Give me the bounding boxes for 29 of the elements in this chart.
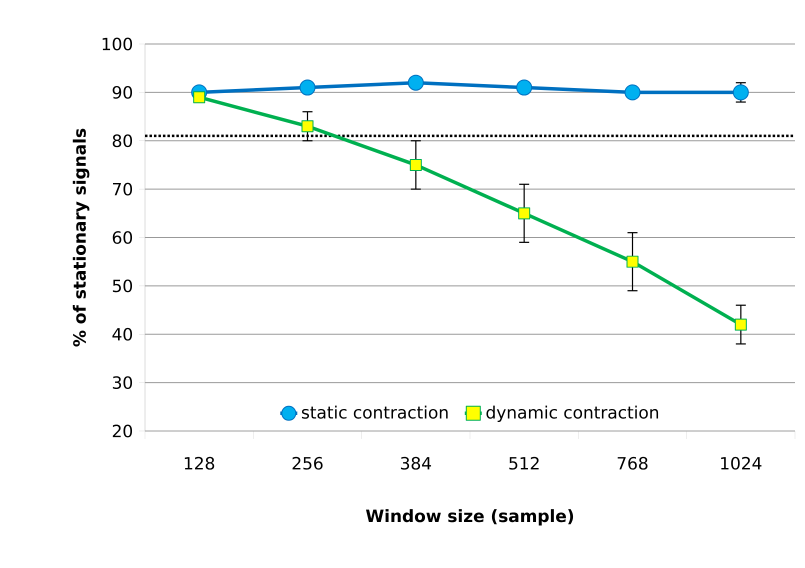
point (516, 80, 532, 96)
x-tick-label: 128 (184, 456, 214, 470)
point (408, 74, 424, 91)
point (624, 84, 641, 100)
y-tick-label: 20 (112, 424, 132, 438)
y-tick-label: 30 (112, 376, 132, 390)
x-tick-label: 768 (618, 456, 648, 470)
point (300, 80, 316, 96)
y-tick-label: 40 (112, 328, 132, 341)
y-tick-label: 100 (102, 38, 132, 50)
point (518, 207, 530, 220)
x-tick-label: 384 (400, 456, 432, 470)
point (626, 256, 639, 268)
x-tick-label: 1024 (721, 456, 762, 470)
x-tick-label: 256 (292, 456, 323, 470)
point (734, 318, 747, 331)
y-tick-label: 50 (112, 279, 132, 292)
y-axis-title: % of stationary signals (72, 128, 90, 346)
y-tick-label: 60 (112, 231, 132, 244)
point (302, 120, 314, 132)
legend-label: static contraction (302, 406, 448, 419)
y-tick-label: 80 (112, 134, 132, 148)
point (732, 84, 749, 100)
x-tick-label: 512 (509, 456, 539, 470)
x-axis-title: Window size (sample) (366, 509, 574, 526)
y-tick-label: 70 (112, 182, 132, 196)
point (410, 158, 422, 171)
y-tick-label: 90 (112, 86, 132, 99)
legend-label: dynamic contraction (486, 406, 658, 422)
